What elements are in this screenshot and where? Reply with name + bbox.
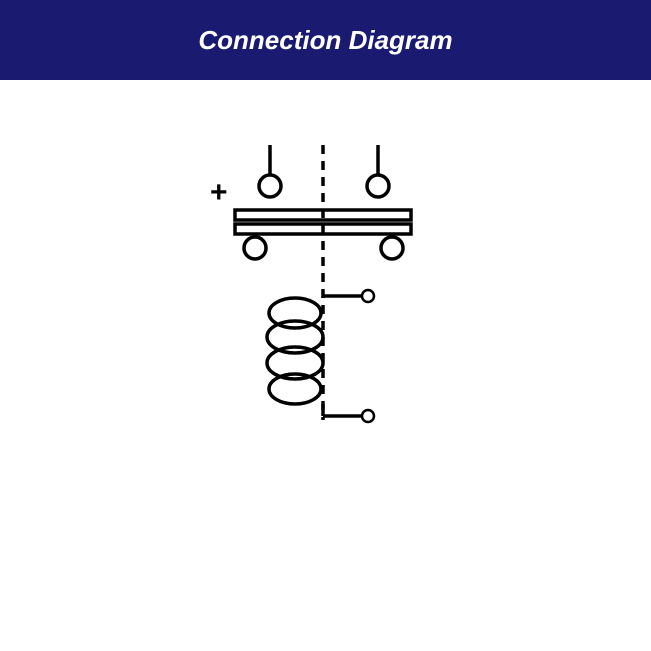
plus-label: + xyxy=(210,176,228,210)
schematic-svg xyxy=(0,80,651,651)
connection-diagram: + xyxy=(0,80,651,651)
page-title: Connection Diagram xyxy=(198,25,452,56)
header: Connection Diagram xyxy=(0,0,651,80)
